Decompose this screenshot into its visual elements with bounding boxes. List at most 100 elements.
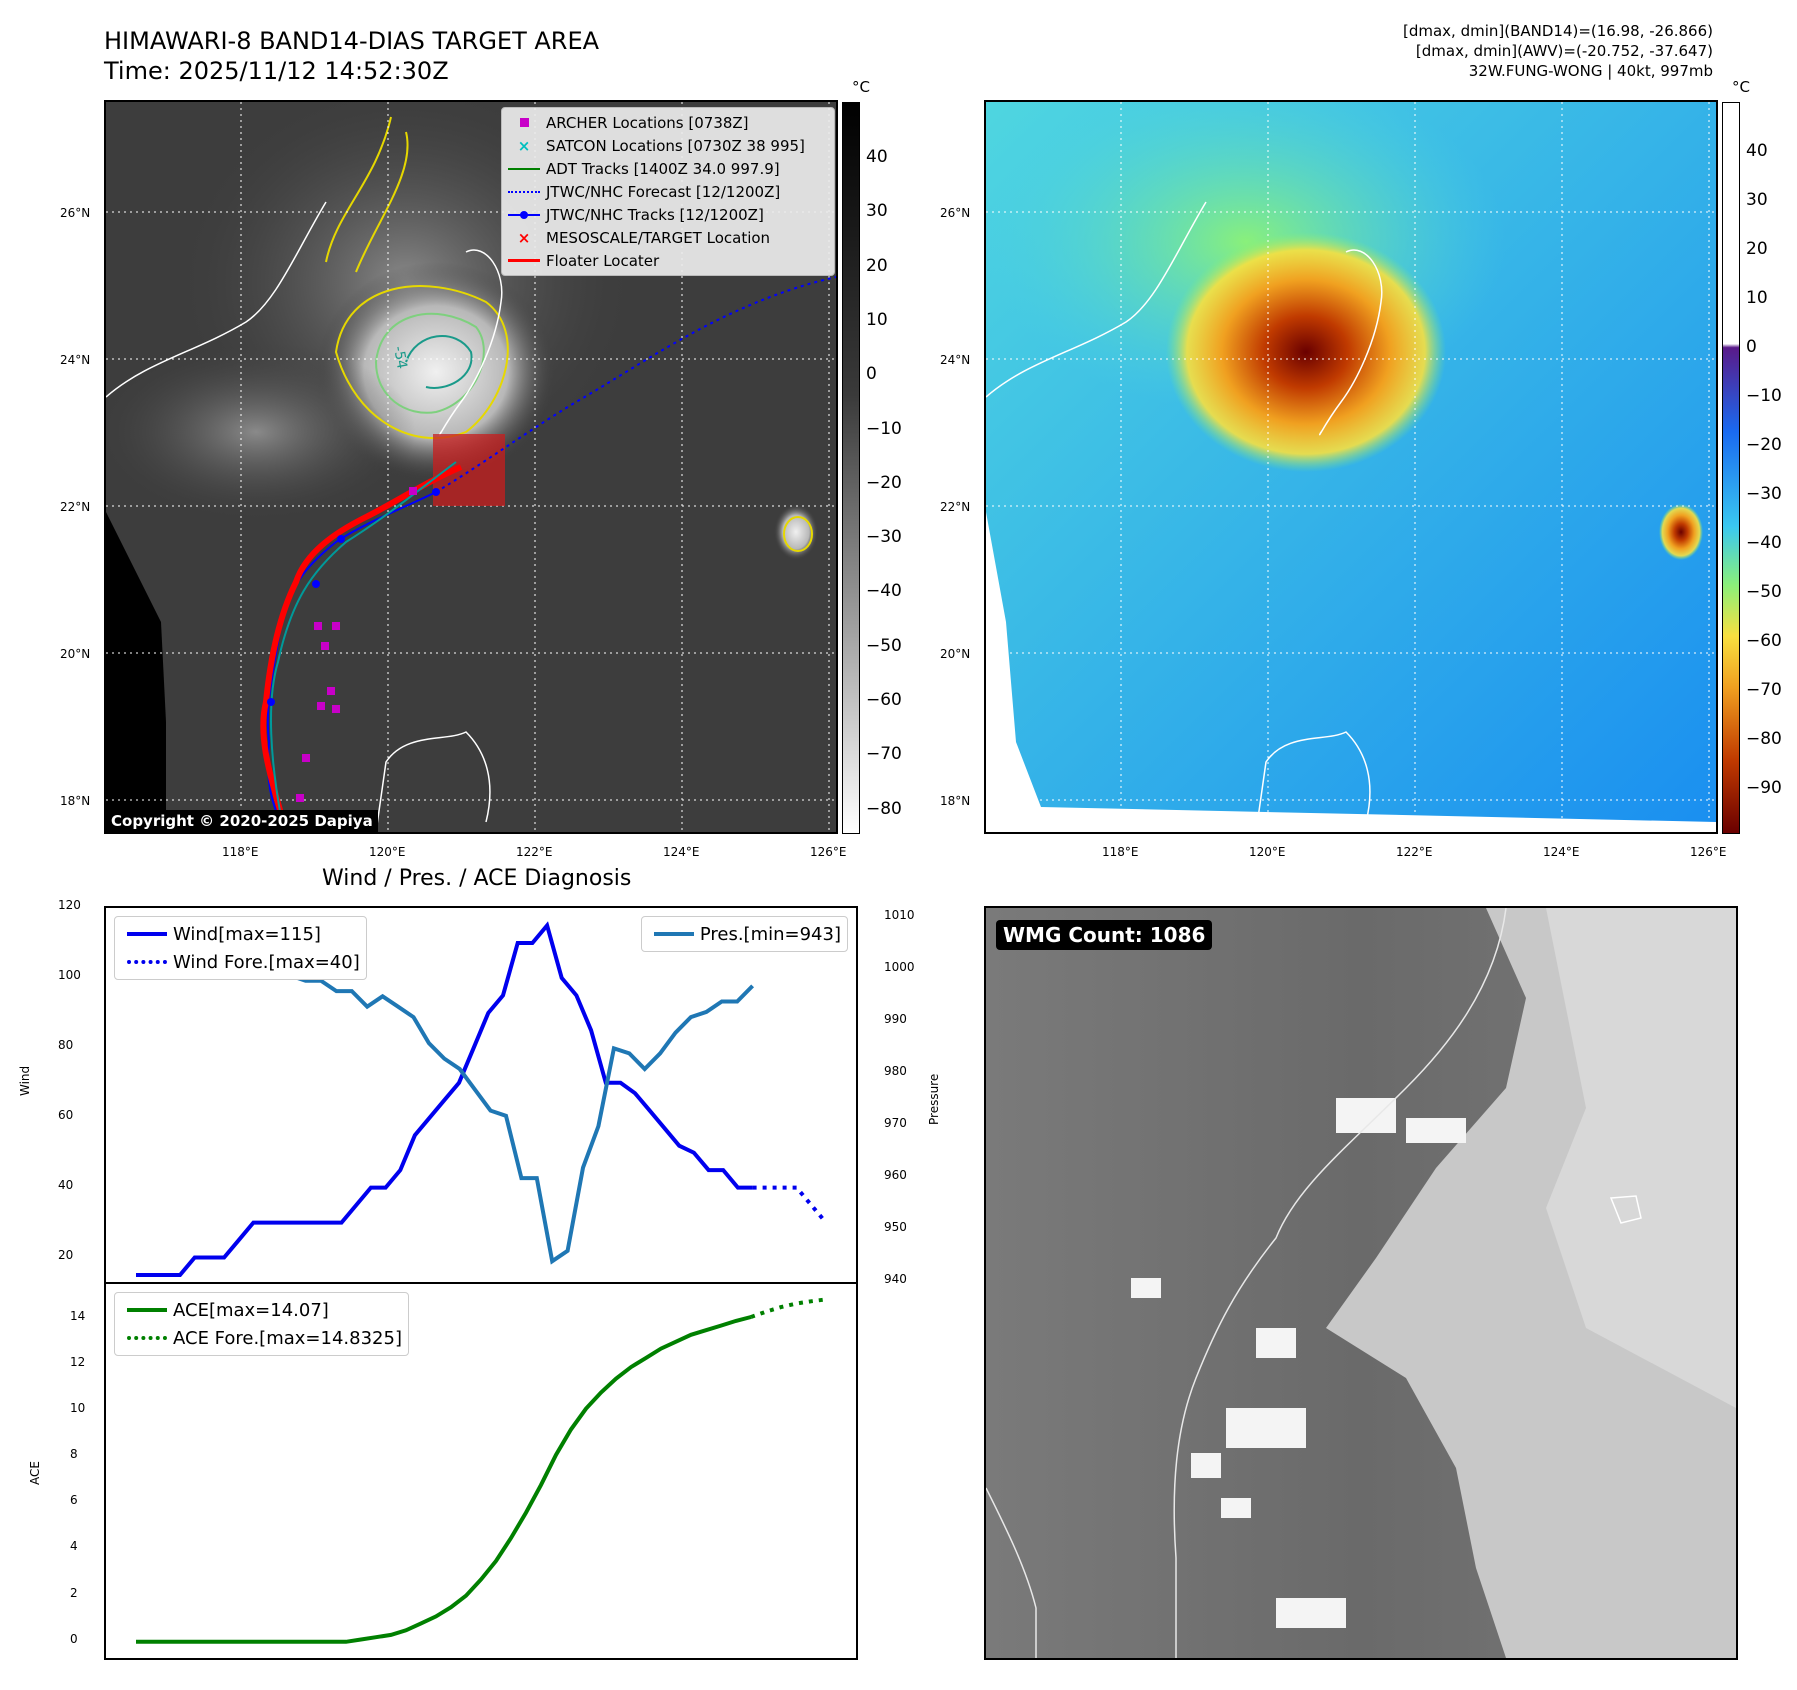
pressure-tick: 970 — [884, 1116, 907, 1131]
ace-tick: 10 — [70, 1400, 86, 1415]
ace-legend: ACE[max=14.07] ACE Fore.[max=14.8325] — [114, 1292, 409, 1356]
legend-label: ACE[max=14.07] — [173, 1299, 329, 1321]
ace-tick: 14 — [70, 1308, 86, 1323]
colorbar-tick: 20 — [866, 255, 888, 276]
wind-axis-label: Wind — [18, 1065, 32, 1096]
lat-tick: 18°N — [940, 794, 971, 808]
legend-label: Wind[max=115] — [173, 923, 321, 945]
pressure-tick: 990 — [884, 1012, 907, 1027]
legend-item-ace-fore: ACE Fore.[max=14.8325] — [121, 1324, 402, 1352]
lat-tick: 24°N — [60, 353, 91, 367]
colorbar-tick: 0 — [1746, 337, 1757, 357]
luzon-coastline — [375, 731, 491, 832]
lon-tick: 118°E — [1102, 845, 1139, 859]
colorbar-tick: −80 — [1746, 729, 1782, 749]
colorbar-tick: −70 — [866, 744, 902, 765]
wind-tick: 20 — [58, 1247, 74, 1262]
line-marker-icon — [648, 932, 700, 936]
line-marker-icon — [502, 167, 546, 170]
pressure-tick: 1010 — [884, 908, 915, 923]
wind-legend: Wind[max=115] Wind Fore.[max=40] — [114, 916, 367, 980]
map-legend: ARCHER Locations [0738Z] × SATCON Locatio… — [501, 107, 835, 276]
x-marker-icon: × — [517, 228, 531, 247]
contour-label: -54 — [390, 345, 410, 370]
colorbar-tick: 20 — [1746, 239, 1768, 259]
colorbar-tick: −30 — [866, 527, 902, 548]
colorbar-tick: −70 — [1746, 680, 1782, 700]
archer-locations — [296, 487, 417, 802]
wind-pres-panel: Wind[max=115] Wind Fore.[max=40] Pres.[m… — [104, 906, 858, 1284]
pressure-tick: 1000 — [884, 960, 915, 975]
ace-axis-label: ACE — [28, 1461, 42, 1485]
ace-forecast-line — [750, 1297, 827, 1319]
taiwan-coastline — [1319, 249, 1383, 436]
colorbar-tick: −10 — [1746, 386, 1782, 406]
awv-map-svg — [986, 102, 1716, 832]
wind-tick: 120 — [58, 898, 81, 912]
dotted-line-icon — [502, 190, 546, 193]
pres-legend: Pres.[min=943] — [640, 916, 848, 952]
teal-contour — [405, 335, 473, 389]
ace-tick: 6 — [70, 1493, 78, 1508]
lat-tick: 26°N — [940, 206, 971, 220]
colorbar-tick: 30 — [866, 201, 888, 222]
ace-svg — [136, 1297, 827, 1644]
legend-item-forecast: JTWC/NHC Forecast [12/1200Z] — [502, 180, 834, 203]
lat-tick: 24°N — [940, 353, 971, 367]
lon-tick: 118°E — [222, 845, 259, 859]
pressure-tick: 980 — [884, 1064, 907, 1079]
colorbar-tick: 30 — [1746, 190, 1768, 210]
gridlines — [986, 102, 1716, 832]
lat-tick: 18°N — [60, 794, 91, 808]
colorbar-tick: −30 — [1746, 484, 1782, 504]
lon-tick: 124°E — [663, 845, 700, 859]
line-marker-icon — [502, 259, 546, 262]
info-awv: [dmax, dmin](AWV)=(-20.752, -37.647) — [1415, 42, 1713, 60]
colorbar-tick: 0 — [866, 364, 877, 385]
pressure-axis-label: Pressure — [927, 1073, 941, 1125]
colorbar-tick: −40 — [1746, 533, 1782, 553]
colorbar-tick: 10 — [1746, 288, 1768, 308]
dotted-line-icon — [121, 960, 173, 964]
wmg-svg — [986, 908, 1736, 1658]
wind-line — [136, 921, 753, 1277]
taiwan-coastline — [439, 249, 503, 436]
jtwc-track-points — [267, 488, 440, 706]
ace-tick: 8 — [70, 1447, 78, 1462]
dry-island — [1659, 504, 1703, 560]
legend-item-satcon: × SATCON Locations [0730Z 38 995] — [502, 134, 834, 157]
yellow-contour — [334, 285, 509, 440]
lon-tick: 120°E — [369, 845, 406, 859]
wind-forecast-line — [752, 1185, 828, 1224]
colorbar-tick: −20 — [1746, 435, 1782, 455]
lon-tick: 126°E — [1690, 845, 1727, 859]
pressure-tick: 950 — [884, 1220, 907, 1235]
colorbar-unit: °C — [852, 78, 870, 96]
legend-item-ace: ACE[max=14.07] — [121, 1296, 402, 1324]
diagnosis-title: Wind / Pres. / ACE Diagnosis — [322, 866, 632, 891]
colorbar-tick: −10 — [866, 418, 902, 439]
legend-item-floater: Floater Locater — [502, 249, 834, 272]
x-marker-icon: × — [517, 136, 531, 155]
legend-item-pres: Pres.[min=943] — [648, 920, 841, 948]
colorbar-right — [1722, 102, 1740, 834]
ir-map-panel: -54 Copyright © 2020-2025 Dapiya ARCHER … — [104, 100, 838, 834]
china-coastline — [986, 201, 1207, 398]
legend-label: Floater Locater — [546, 251, 660, 270]
colorbar-tick: −20 — [866, 472, 902, 493]
legend-label: MESOSCALE/TARGET Location — [546, 228, 771, 247]
chart-time: Time: 2025/11/12 14:52:30Z — [104, 57, 449, 85]
legend-label: JTWC/NHC Tracks [12/1200Z] — [546, 205, 764, 224]
line-marker-icon — [121, 932, 173, 936]
cloud-field — [106, 342, 416, 522]
colorbar-tick: −80 — [866, 798, 902, 819]
no-data-region — [106, 512, 166, 832]
legend-label: Pres.[min=943] — [699, 923, 841, 945]
china-coastline — [106, 201, 327, 398]
legend-label: SATCON Locations [0730Z 38 995] — [546, 136, 805, 155]
pressure-tick: 960 — [884, 1168, 907, 1183]
copyright: Copyright © 2020-2025 Dapiya — [106, 810, 378, 832]
lat-tick: 20°N — [940, 647, 971, 661]
colorbar-left — [842, 102, 860, 834]
info-storm: 32W.FUNG-WONG | 40kt, 997mb — [1468, 62, 1713, 80]
